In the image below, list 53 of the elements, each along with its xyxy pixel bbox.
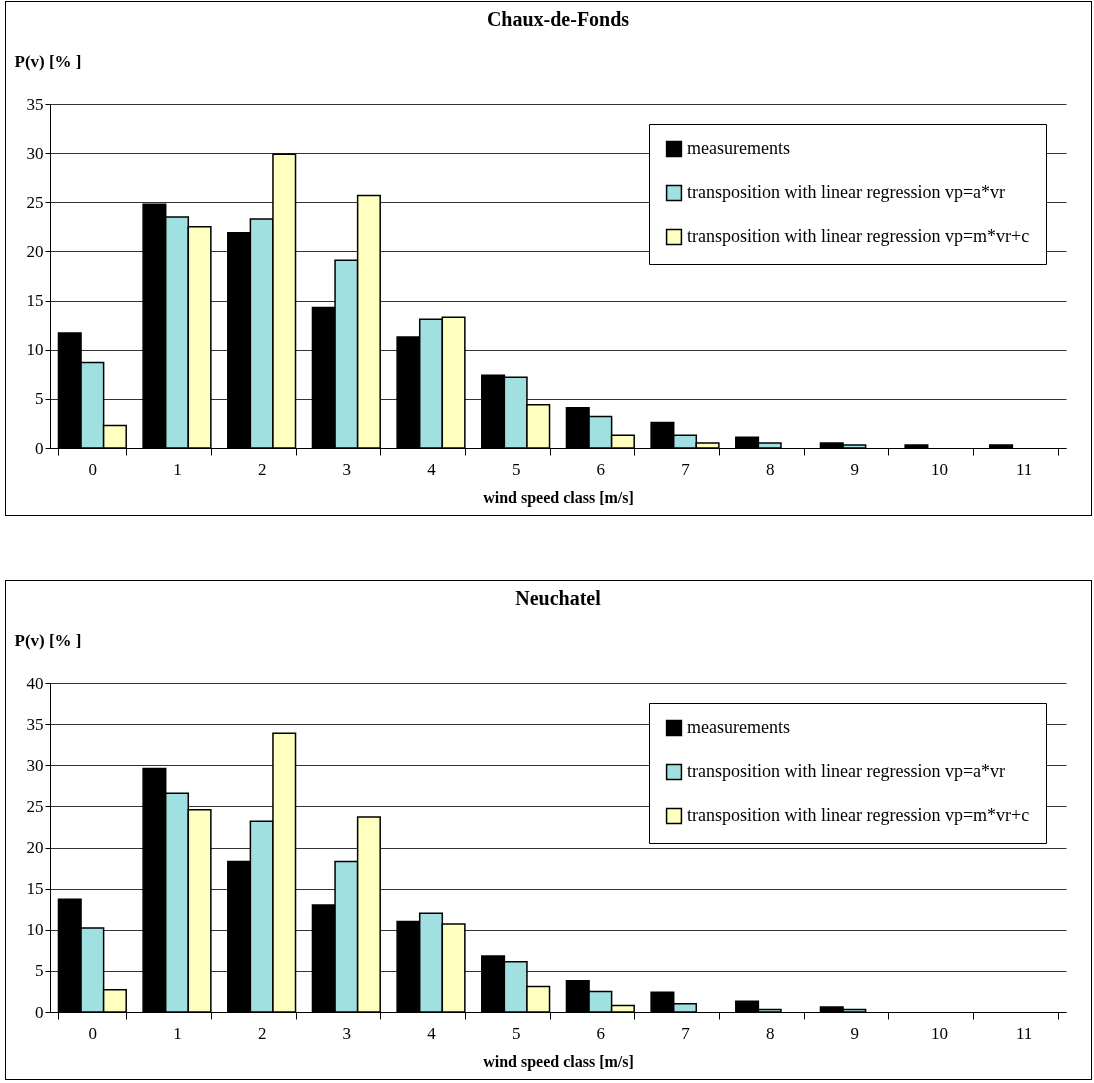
x-tick-label: 1 bbox=[173, 1023, 182, 1043]
x-tick-label: 6 bbox=[596, 459, 606, 479]
y-tick-label: 20 bbox=[26, 241, 44, 261]
y-tick-label: 10 bbox=[26, 340, 44, 360]
y-tick-label: 40 bbox=[26, 673, 44, 693]
x-tick-label: 1 bbox=[173, 459, 182, 479]
y-tick-label: 30 bbox=[26, 143, 44, 163]
x-tick-label: 3 bbox=[342, 459, 352, 479]
x-tick-label: 8 bbox=[765, 459, 775, 479]
chart-title: Chaux-de-Fonds bbox=[486, 8, 630, 30]
legend-label: measurements bbox=[687, 717, 790, 737]
x-tick-label: 0 bbox=[88, 1023, 98, 1043]
x-tick-label: 10 bbox=[931, 459, 948, 479]
y-tick-label: 35 bbox=[26, 714, 44, 734]
y-tick-label: 15 bbox=[26, 879, 44, 899]
x-tick-label: 5 bbox=[511, 459, 521, 479]
y-tick-label: 10 bbox=[26, 920, 44, 940]
y-tick-label: 35 bbox=[26, 94, 44, 114]
chart-title: Neuchatel bbox=[515, 587, 602, 609]
x-tick-label: 4 bbox=[427, 459, 437, 479]
legend-label: transposition with linear regression vp=a*vr bbox=[687, 761, 1006, 781]
x-tick-label: 11 bbox=[1015, 1023, 1033, 1043]
y-tick-label: 0 bbox=[35, 1002, 44, 1022]
y-axis-title: P(v) [% ] bbox=[14, 51, 82, 71]
x-tick-label: 3 bbox=[342, 1023, 352, 1043]
y-tick-label: 15 bbox=[26, 291, 44, 311]
legend-label: transposition with linear regression vp=m*vr+c bbox=[687, 226, 1030, 246]
y-tick-label: 5 bbox=[35, 961, 44, 981]
x-tick-label: 10 bbox=[931, 1023, 948, 1043]
x-tick-label: 7 bbox=[681, 1023, 691, 1043]
x-axis-title: wind speed class [m/s] bbox=[483, 488, 634, 507]
y-axis-title: P(v) [% ] bbox=[14, 630, 82, 650]
x-tick-label: 11 bbox=[1015, 459, 1033, 479]
x-tick-label: 8 bbox=[765, 1023, 775, 1043]
legend-label: transposition with linear regression vp=a*vr bbox=[687, 182, 1006, 202]
x-tick-label: 9 bbox=[850, 1023, 860, 1043]
y-tick-label: 25 bbox=[26, 796, 44, 816]
x-tick-label: 2 bbox=[257, 459, 267, 479]
y-tick-label: 0 bbox=[35, 438, 44, 458]
legend-label: measurements bbox=[687, 138, 790, 158]
x-axis-title: wind speed class [m/s] bbox=[483, 1052, 634, 1071]
y-tick-label: 5 bbox=[35, 389, 44, 409]
legend-label: transposition with linear regression vp=m*vr+c bbox=[687, 805, 1030, 825]
x-tick-label: 4 bbox=[427, 1023, 437, 1043]
y-tick-label: 30 bbox=[26, 755, 44, 775]
x-tick-label: 2 bbox=[257, 1023, 267, 1043]
y-tick-label: 20 bbox=[26, 838, 44, 857]
x-tick-label: 6 bbox=[596, 1023, 606, 1043]
x-tick-label: 9 bbox=[850, 459, 860, 479]
x-tick-label: 0 bbox=[88, 459, 98, 479]
y-tick-label: 25 bbox=[26, 192, 44, 212]
x-tick-label: 7 bbox=[681, 459, 691, 479]
x-tick-label: 5 bbox=[511, 1023, 521, 1043]
